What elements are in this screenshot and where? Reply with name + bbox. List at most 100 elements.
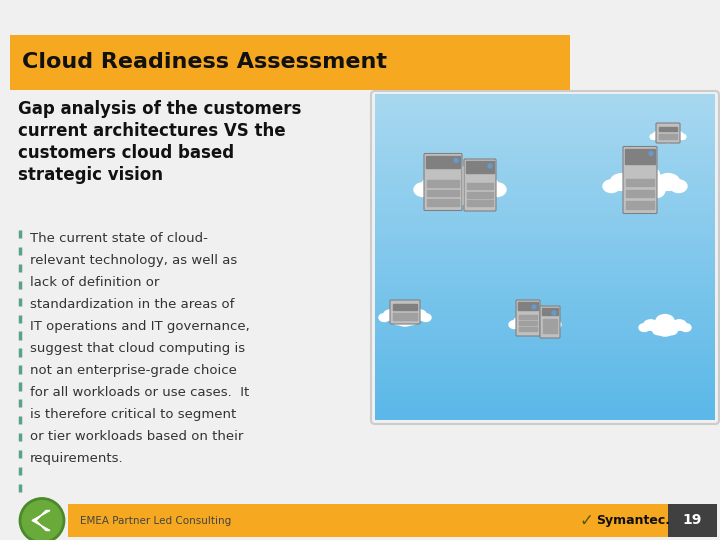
Bar — [375, 415, 715, 420]
Bar — [375, 346, 715, 351]
Ellipse shape — [662, 128, 675, 137]
Bar — [375, 370, 715, 375]
Bar — [375, 151, 715, 156]
FancyBboxPatch shape — [390, 300, 420, 324]
FancyBboxPatch shape — [464, 159, 496, 211]
Text: lack of definition or: lack of definition or — [30, 276, 159, 289]
Bar — [427, 180, 459, 187]
Ellipse shape — [656, 315, 674, 328]
Ellipse shape — [657, 173, 680, 191]
Bar — [625, 149, 655, 164]
Bar — [427, 199, 459, 206]
Ellipse shape — [392, 316, 405, 325]
Bar — [543, 319, 557, 323]
Ellipse shape — [487, 183, 506, 197]
Bar — [10, 35, 570, 90]
Ellipse shape — [680, 323, 691, 332]
Bar — [519, 315, 537, 320]
Ellipse shape — [603, 180, 620, 192]
Bar — [375, 200, 715, 205]
Bar — [375, 126, 715, 132]
Bar — [375, 123, 715, 127]
Ellipse shape — [461, 186, 482, 202]
Bar — [375, 354, 715, 359]
Bar — [466, 161, 494, 172]
Ellipse shape — [653, 131, 663, 139]
Bar — [626, 179, 654, 186]
Text: or tier workloads based on their: or tier workloads based on their — [30, 430, 243, 443]
Text: is therefore critical to segment: is therefore critical to segment — [30, 408, 236, 421]
Ellipse shape — [625, 183, 644, 198]
Ellipse shape — [660, 136, 667, 141]
Ellipse shape — [509, 321, 519, 328]
Bar — [375, 379, 715, 383]
Text: ✓: ✓ — [580, 511, 594, 530]
FancyBboxPatch shape — [516, 300, 540, 336]
Bar — [375, 301, 715, 306]
Ellipse shape — [673, 131, 683, 139]
Bar — [375, 208, 715, 213]
Circle shape — [488, 164, 492, 168]
Text: for all workloads or use cases.  It: for all workloads or use cases. It — [30, 386, 249, 399]
Polygon shape — [32, 510, 50, 530]
Bar — [626, 190, 654, 198]
Bar — [543, 325, 557, 328]
Bar — [375, 342, 715, 347]
Bar — [375, 318, 715, 322]
FancyBboxPatch shape — [424, 153, 462, 211]
Ellipse shape — [444, 167, 476, 190]
Text: The current state of cloud-: The current state of cloud- — [30, 232, 208, 245]
Bar — [375, 350, 715, 355]
Bar — [375, 176, 715, 180]
Ellipse shape — [396, 305, 414, 318]
Ellipse shape — [527, 324, 543, 333]
Bar — [375, 232, 715, 237]
Bar — [375, 155, 715, 160]
Bar — [375, 163, 715, 168]
Bar — [467, 192, 493, 198]
Bar — [375, 358, 715, 363]
Bar — [375, 118, 715, 124]
Bar — [375, 212, 715, 217]
Ellipse shape — [412, 310, 426, 320]
Bar — [375, 220, 715, 225]
Text: 19: 19 — [683, 514, 702, 528]
Bar — [375, 139, 715, 144]
Ellipse shape — [672, 320, 686, 330]
Bar — [375, 94, 715, 99]
Bar — [375, 98, 715, 103]
Text: customers cloud based: customers cloud based — [18, 144, 234, 162]
Ellipse shape — [639, 323, 649, 332]
Circle shape — [552, 311, 556, 315]
Bar — [426, 156, 460, 168]
Bar — [375, 143, 715, 148]
Ellipse shape — [405, 316, 418, 325]
Bar — [375, 382, 715, 388]
Bar — [375, 366, 715, 372]
Ellipse shape — [523, 322, 534, 332]
Bar — [375, 179, 715, 184]
Bar — [375, 184, 715, 188]
Ellipse shape — [652, 326, 665, 335]
Bar — [668, 504, 717, 537]
FancyBboxPatch shape — [540, 306, 560, 338]
Bar — [375, 240, 715, 245]
Bar — [375, 102, 715, 107]
Bar — [375, 395, 715, 400]
Bar — [375, 321, 715, 327]
Bar — [375, 248, 715, 253]
Ellipse shape — [526, 312, 544, 325]
Bar — [375, 387, 715, 392]
Bar — [375, 285, 715, 290]
Bar — [467, 183, 493, 189]
Text: suggest that cloud computing is: suggest that cloud computing is — [30, 342, 245, 355]
Ellipse shape — [657, 327, 672, 336]
Bar — [375, 273, 715, 278]
Bar — [375, 195, 715, 201]
Bar — [375, 110, 715, 116]
Bar — [375, 338, 715, 343]
Bar — [375, 399, 715, 404]
Bar — [375, 334, 715, 339]
Bar — [375, 277, 715, 282]
Circle shape — [649, 152, 653, 156]
